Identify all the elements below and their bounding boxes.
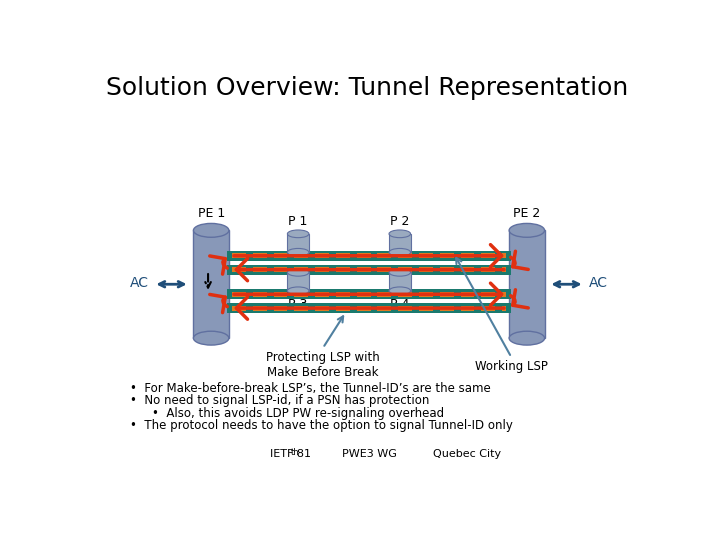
Bar xyxy=(336,292,350,297)
Bar xyxy=(440,253,454,258)
Bar xyxy=(398,306,412,310)
Bar xyxy=(274,253,287,258)
Bar xyxy=(232,253,246,258)
Text: Solution Overview: Tunnel Representation: Solution Overview: Tunnel Representation xyxy=(106,76,628,100)
Text: •  No need to signal LSP-id, if a PSN has protection: • No need to signal LSP-id, if a PSN has… xyxy=(130,394,430,407)
Bar xyxy=(440,267,454,272)
Ellipse shape xyxy=(287,287,309,295)
Bar xyxy=(336,253,350,258)
Bar xyxy=(377,292,392,297)
Ellipse shape xyxy=(389,230,410,238)
Ellipse shape xyxy=(509,224,544,237)
Bar xyxy=(419,306,433,310)
Bar xyxy=(274,292,287,297)
Text: P 1: P 1 xyxy=(289,215,308,228)
Bar xyxy=(419,253,433,258)
Bar xyxy=(294,253,308,258)
Bar xyxy=(503,292,506,297)
Bar xyxy=(194,231,229,338)
Text: •  For Make-before-break LSP’s, the Tunnel-ID’s are the same: • For Make-before-break LSP’s, the Tunne… xyxy=(130,382,491,395)
Ellipse shape xyxy=(194,224,229,237)
Bar xyxy=(287,272,309,291)
Text: AC: AC xyxy=(589,276,608,289)
Bar xyxy=(461,292,474,297)
Ellipse shape xyxy=(287,268,309,276)
Bar xyxy=(398,292,412,297)
Text: PE 2: PE 2 xyxy=(513,207,541,220)
Bar xyxy=(398,267,412,272)
Text: P 2: P 2 xyxy=(390,215,410,228)
Bar xyxy=(482,267,495,272)
Bar xyxy=(287,234,309,252)
Bar xyxy=(389,234,410,252)
Bar xyxy=(356,253,371,258)
Bar xyxy=(315,267,329,272)
Text: AC: AC xyxy=(130,276,149,289)
Bar xyxy=(377,267,392,272)
Bar xyxy=(356,292,371,297)
Bar xyxy=(377,253,392,258)
Bar xyxy=(419,292,433,297)
Bar xyxy=(253,253,266,258)
Bar xyxy=(274,306,287,310)
Bar xyxy=(482,306,495,310)
Ellipse shape xyxy=(287,230,309,238)
Bar xyxy=(377,306,392,310)
Text: Quebec City: Quebec City xyxy=(433,449,502,459)
Bar xyxy=(294,267,308,272)
Bar xyxy=(232,292,246,297)
Text: Working LSP: Working LSP xyxy=(475,361,548,374)
Bar xyxy=(232,267,246,272)
Bar xyxy=(440,292,454,297)
Ellipse shape xyxy=(509,331,544,345)
Bar xyxy=(461,267,474,272)
Ellipse shape xyxy=(194,331,229,345)
Text: Protecting LSP with
Make Before Break: Protecting LSP with Make Before Break xyxy=(266,351,379,379)
Bar xyxy=(503,267,506,272)
Bar xyxy=(482,253,495,258)
Bar xyxy=(253,267,266,272)
Bar xyxy=(253,292,266,297)
Bar xyxy=(398,253,412,258)
Bar xyxy=(482,292,495,297)
Bar xyxy=(509,231,544,338)
Bar xyxy=(315,292,329,297)
Bar xyxy=(336,267,350,272)
Bar xyxy=(228,251,510,261)
Bar xyxy=(315,253,329,258)
Bar xyxy=(294,292,308,297)
Ellipse shape xyxy=(287,248,309,256)
Bar xyxy=(461,253,474,258)
Text: P 3: P 3 xyxy=(289,298,308,310)
Bar xyxy=(228,265,510,275)
Bar xyxy=(503,253,506,258)
Ellipse shape xyxy=(389,248,410,256)
Bar xyxy=(253,306,266,310)
Bar xyxy=(461,306,474,310)
Bar xyxy=(336,306,350,310)
Bar xyxy=(503,306,506,310)
Bar xyxy=(294,306,308,310)
Bar xyxy=(419,267,433,272)
Text: th: th xyxy=(290,448,299,457)
Text: •  Also, this avoids LDP PW re-signaling overhead: • Also, this avoids LDP PW re-signaling … xyxy=(152,407,444,420)
Bar xyxy=(228,303,510,313)
Bar xyxy=(440,306,454,310)
Text: P 4: P 4 xyxy=(390,298,410,310)
Ellipse shape xyxy=(389,287,410,295)
Text: PWE3 WG: PWE3 WG xyxy=(341,449,397,459)
Bar xyxy=(228,289,510,299)
Bar xyxy=(389,272,410,291)
Bar xyxy=(356,306,371,310)
Text: PE 1: PE 1 xyxy=(197,207,225,220)
Text: IETF 81: IETF 81 xyxy=(271,449,312,459)
Bar xyxy=(274,267,287,272)
Bar xyxy=(315,306,329,310)
Bar xyxy=(356,267,371,272)
Ellipse shape xyxy=(389,268,410,276)
Text: •  The protocol needs to have the option to signal Tunnel-ID only: • The protocol needs to have the option … xyxy=(130,419,513,432)
Bar xyxy=(232,306,246,310)
